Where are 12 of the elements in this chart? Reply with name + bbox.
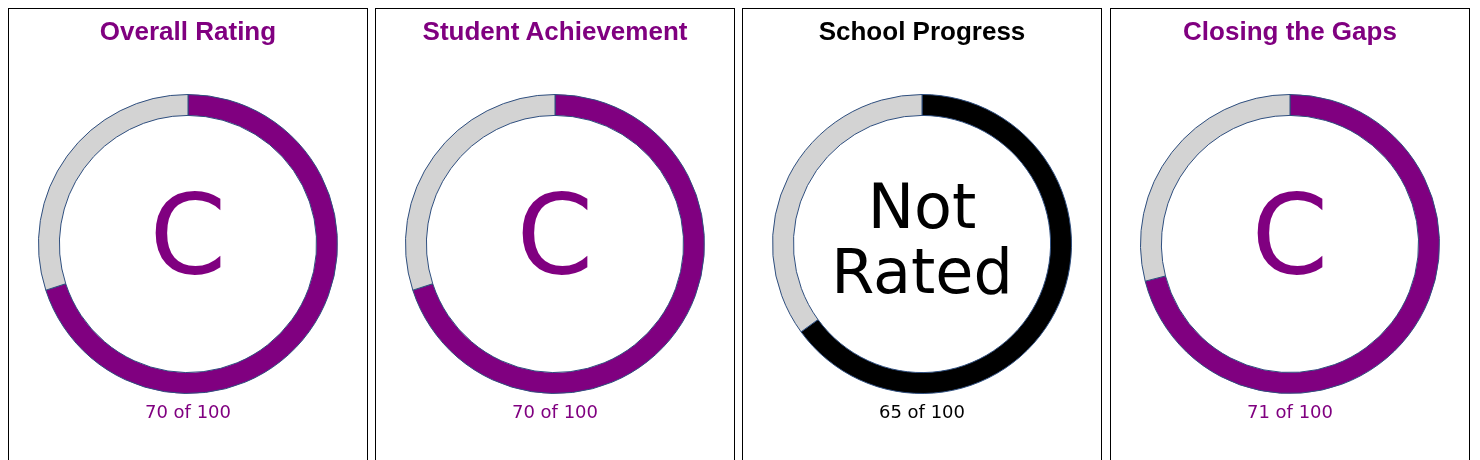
text: 70 of 100	[144, 401, 232, 423]
chart-title: Student Achievement	[421, 15, 689, 48]
chart-title: Closing the Gaps	[1182, 15, 1398, 48]
text: C	[516, 170, 594, 299]
text: 71 of 100	[1246, 401, 1334, 423]
text: C	[149, 170, 227, 299]
chart-title: School Progress	[817, 15, 1027, 48]
text: 65 of 100	[878, 401, 966, 423]
text: Not Rated	[831, 169, 1013, 308]
text: 70 of 100	[511, 401, 599, 423]
chart-title: Overall Rating	[98, 15, 278, 48]
text: C	[1251, 170, 1329, 299]
